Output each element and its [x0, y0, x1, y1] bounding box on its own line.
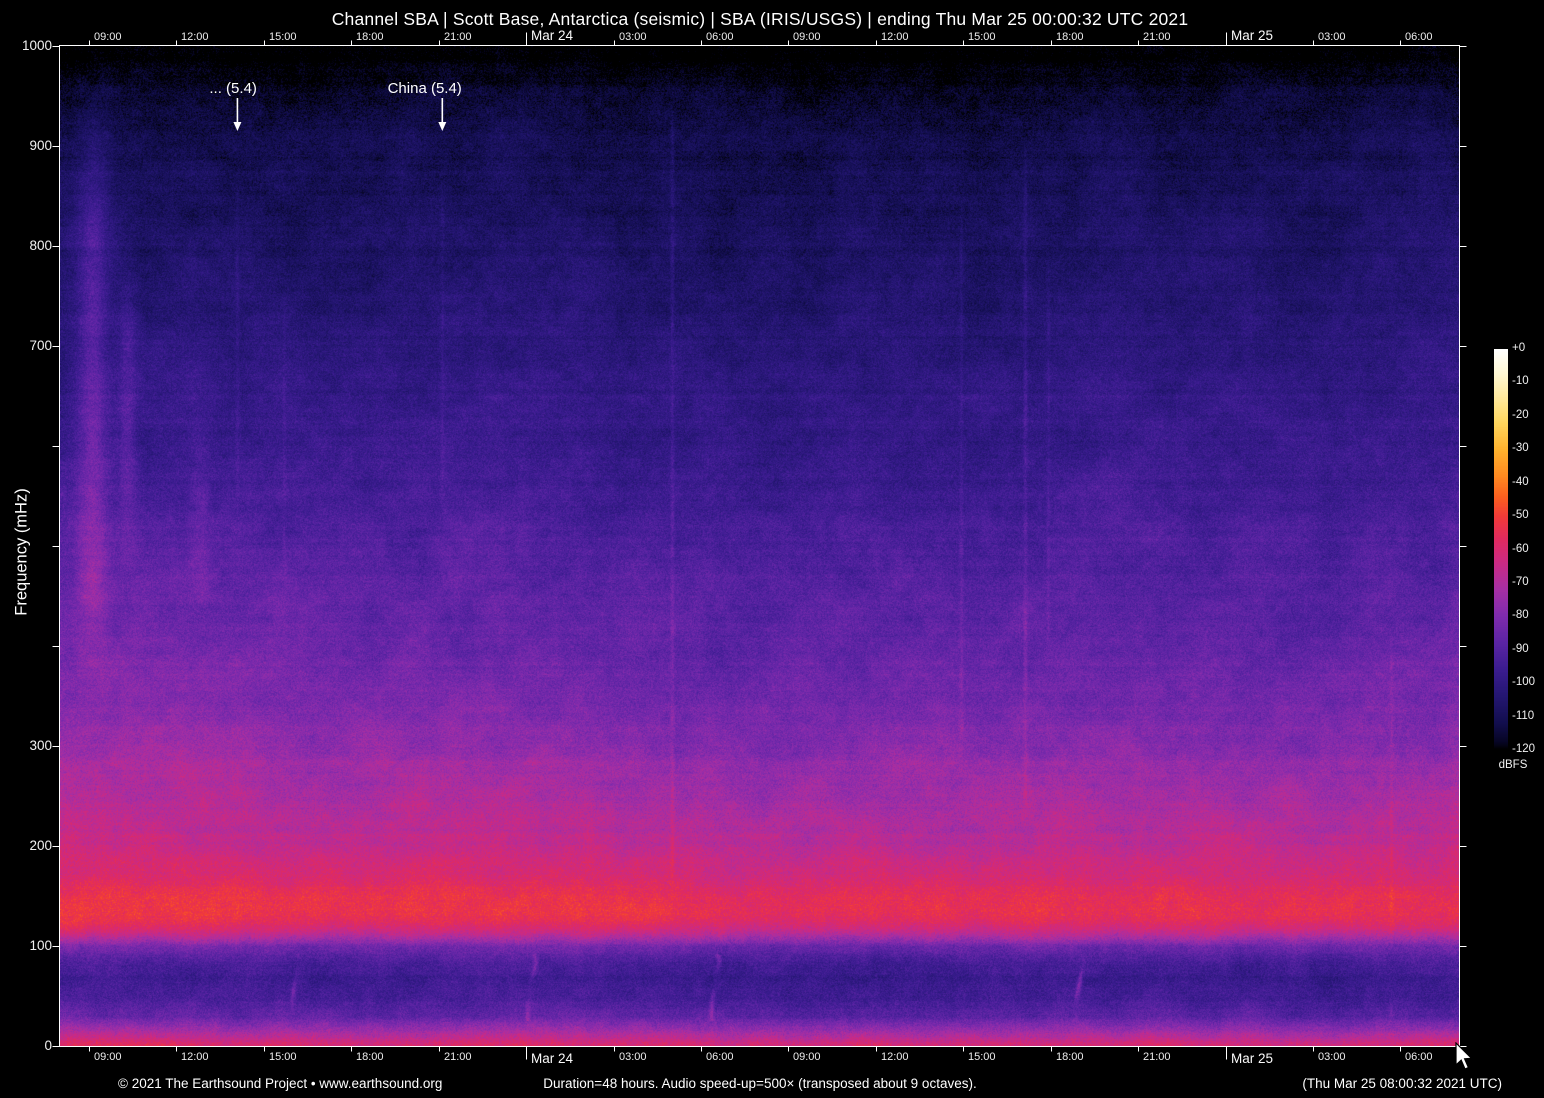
- time-tick-label-bottom: 21:00: [1143, 1051, 1171, 1063]
- event-annotation-2: China (5.4): [387, 80, 462, 97]
- time-tick-label-bottom: 06:00: [1405, 1051, 1433, 1063]
- time-tick-label-bottom: Mar 24: [531, 1051, 574, 1066]
- time-tick-label-bottom: 03:00: [619, 1051, 647, 1063]
- annotation-arrow-icon: [233, 122, 242, 131]
- annotation-arrow-icon: [438, 122, 447, 131]
- freq-tick-label: 700: [29, 337, 52, 353]
- plot-frame: [59, 45, 1460, 1047]
- time-tick-label-top: 15:00: [968, 31, 996, 43]
- time-tick-label-top: 09:00: [793, 31, 821, 43]
- time-tick-label-bottom: 09:00: [793, 1051, 821, 1063]
- colorbar-tick-label: -100: [1512, 676, 1536, 689]
- colorbar-tick-label: -40: [1512, 475, 1529, 488]
- time-tick-label-top: 21:00: [444, 31, 472, 43]
- freq-tick-label: 200: [29, 837, 52, 853]
- colorbar-unit-label: dBFS: [1498, 759, 1528, 771]
- freq-tick-label: 1000: [21, 37, 52, 53]
- footer-duration: Duration=48 hours. Audio speed-up=500× (…: [543, 1076, 977, 1091]
- page-title: Channel SBA | Scott Base, Antarctica (se…: [331, 9, 1189, 29]
- time-tick-label-bottom: 12:00: [881, 1051, 909, 1063]
- time-tick-label-bottom: 15:00: [269, 1051, 297, 1063]
- colorbar-tick-label: -80: [1512, 609, 1529, 622]
- time-tick-label-bottom: 18:00: [356, 1051, 384, 1063]
- colorbar-tick-label: -120: [1512, 743, 1536, 755]
- colorbar-tick-label: -90: [1512, 642, 1529, 655]
- time-tick-label-top: 09:00: [94, 31, 122, 43]
- mouse-cursor-icon: [1455, 1042, 1473, 1070]
- time-tick-label-bottom: Mar 25: [1231, 1051, 1274, 1066]
- time-tick-label-bottom: 18:00: [1056, 1051, 1084, 1063]
- colorbar-tick-label: -30: [1512, 442, 1529, 455]
- time-tick-label-top: 12:00: [181, 31, 209, 43]
- time-tick-label-top: 06:00: [1405, 31, 1433, 43]
- colorbar-tick-label: -20: [1512, 408, 1529, 421]
- time-tick-label-top: 18:00: [356, 31, 384, 43]
- time-tick-label-bottom: 03:00: [1318, 1051, 1346, 1063]
- spectrogram-image: [60, 46, 1459, 1046]
- time-tick-label-top: 03:00: [1318, 31, 1346, 43]
- colorbar-tick-label: -110: [1512, 709, 1535, 722]
- freq-tick-label: 100: [29, 937, 52, 953]
- y-axis-title: Frequency (mHz): [12, 488, 31, 616]
- colorbar-tick-label: -60: [1512, 542, 1529, 555]
- time-tick-label-bottom: 15:00: [968, 1051, 996, 1063]
- colorbar-tick-label: -70: [1512, 575, 1529, 588]
- time-tick-label-top: Mar 24: [531, 28, 574, 43]
- freq-tick-label: 900: [29, 137, 52, 153]
- time-tick-label-bottom: 21:00: [444, 1051, 472, 1063]
- time-tick-label-top: 03:00: [619, 31, 647, 43]
- colorbar-gradient: [1494, 349, 1508, 750]
- time-tick-label-top: 12:00: [881, 31, 909, 43]
- freq-tick-label: 0: [44, 1037, 52, 1053]
- time-tick-label-top: Mar 25: [1231, 28, 1274, 43]
- freq-tick-label: 300: [29, 737, 52, 753]
- time-tick-label-top: 06:00: [706, 31, 734, 43]
- colorbar-tick-label: -10: [1512, 375, 1529, 388]
- time-tick-label-top: 21:00: [1143, 31, 1171, 43]
- time-tick-label-top: 15:00: [269, 31, 297, 43]
- time-tick-label-top: 18:00: [1056, 31, 1084, 43]
- colorbar-tick-label: -50: [1512, 509, 1529, 522]
- time-tick-label-bottom: 09:00: [94, 1051, 122, 1063]
- freq-tick-label: 800: [29, 237, 52, 253]
- footer-timestamp: (Thu Mar 25 08:00:32 2021 UTC): [1302, 1076, 1502, 1091]
- time-tick-label-bottom: 12:00: [181, 1051, 209, 1063]
- colorbar-tick-label: +0: [1512, 342, 1526, 354]
- event-annotation-1: ... (5.4): [209, 80, 257, 97]
- footer-copyright: © 2021 The Earthsound Project • www.eart…: [118, 1076, 443, 1091]
- time-tick-label-bottom: 06:00: [706, 1051, 734, 1063]
